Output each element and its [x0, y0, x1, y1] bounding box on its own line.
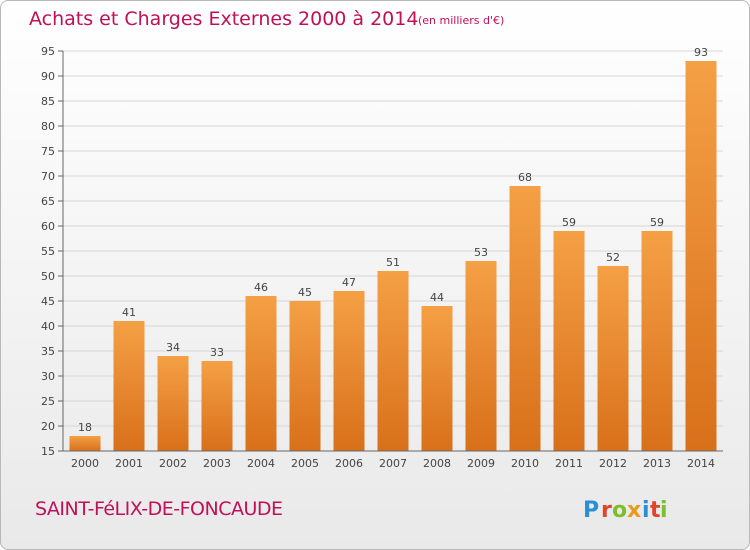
x-tick-label: 2009 [467, 457, 495, 470]
y-tick-label: 35 [41, 345, 55, 358]
logo-letter: P [583, 498, 599, 523]
y-tick-label: 95 [41, 45, 55, 58]
logo-letter: o [612, 498, 627, 523]
logo-letter: r [601, 498, 612, 523]
bar [333, 291, 365, 451]
x-tick-label: 2012 [599, 457, 627, 470]
bar [685, 61, 717, 451]
bar-value-label: 47 [342, 276, 356, 289]
y-tick-label: 80 [41, 120, 55, 133]
bar-value-label: 93 [694, 46, 708, 59]
y-tick-label: 50 [41, 270, 55, 283]
chart-title: Achats et Charges Externes 2000 à 2014 [29, 8, 418, 30]
bar-value-label: 45 [298, 286, 312, 299]
bar-value-label: 44 [430, 291, 444, 304]
logo-letter: t [650, 498, 661, 523]
x-tick-label: 2008 [423, 457, 451, 470]
bar-value-label: 34 [166, 341, 180, 354]
y-tick-label: 90 [41, 70, 55, 83]
bar [69, 436, 101, 451]
bar [289, 301, 321, 451]
y-tick-label: 75 [41, 145, 55, 158]
bar-value-label: 59 [650, 216, 664, 229]
logo-letter: i [642, 498, 650, 523]
x-tick-label: 2007 [379, 457, 407, 470]
bar [421, 306, 453, 451]
y-tick-label: 15 [41, 445, 55, 458]
bar [201, 361, 233, 451]
logo-letter: x [627, 498, 641, 523]
y-tick-label: 45 [41, 295, 55, 308]
x-tick-label: 2014 [687, 457, 715, 470]
x-tick-label: 2002 [159, 457, 187, 470]
bar [641, 231, 673, 451]
bar-value-label: 18 [78, 421, 92, 434]
bar-value-label: 46 [254, 281, 268, 294]
bar-value-label: 33 [210, 346, 224, 359]
y-tick-label: 30 [41, 370, 55, 383]
bar [509, 186, 541, 451]
bar-value-label: 41 [122, 306, 136, 319]
y-tick-label: 85 [41, 95, 55, 108]
y-axis: 15 20 25 30 35 40 45 50 55 60 65 70 75 80 85 90 95 [41, 45, 64, 458]
y-tick-label: 20 [41, 420, 55, 433]
bar [113, 321, 145, 451]
bars: 18 41 34 33 46 45 47 51 44 53 68 59 52 59 93 [69, 46, 717, 451]
logo-letter: i [660, 498, 668, 523]
x-tick-label: 2004 [247, 457, 275, 470]
bar [157, 356, 189, 451]
bar-value-label: 59 [562, 216, 576, 229]
bar [597, 266, 629, 451]
y-tick-label: 40 [41, 320, 55, 333]
y-tick-label: 60 [41, 220, 55, 233]
x-tick-label: 2013 [643, 457, 671, 470]
bar-value-label: 51 [386, 256, 400, 269]
x-tick-label: 2011 [555, 457, 583, 470]
bar-value-label: 68 [518, 171, 532, 184]
x-tick-label: 2010 [511, 457, 539, 470]
chart-unit: (en milliers d'€) [418, 14, 504, 27]
y-tick-label: 70 [41, 170, 55, 183]
bar [465, 261, 497, 451]
place-name: SAINT-FéLIX-DE-FONCAUDE [35, 498, 283, 520]
bar-value-label: 53 [474, 246, 488, 259]
y-tick-label: 25 [41, 395, 55, 408]
bar [553, 231, 585, 451]
x-axis: 2000 2001 2002 2003 2004 2005 2006 2007 2008 2009… [63, 450, 723, 470]
bar [377, 271, 409, 451]
x-tick-label: 2005 [291, 457, 319, 470]
x-tick-label: 2003 [203, 457, 231, 470]
bar-value-label: 52 [606, 251, 620, 264]
x-tick-label: 2001 [115, 457, 143, 470]
x-tick-label: 2000 [71, 457, 99, 470]
y-tick-label: 65 [41, 195, 55, 208]
bar [245, 296, 277, 451]
y-tick-label: 55 [41, 245, 55, 258]
x-tick-label: 2006 [335, 457, 363, 470]
